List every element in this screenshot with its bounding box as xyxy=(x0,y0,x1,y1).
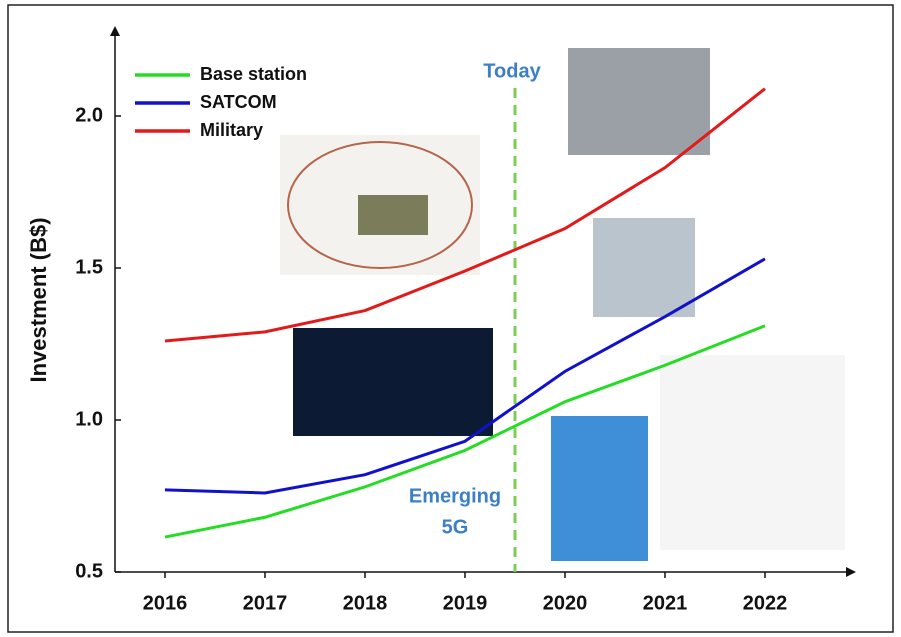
photo-dish xyxy=(593,218,695,317)
emerging-label: Emerging xyxy=(409,485,501,507)
photo-tower xyxy=(551,416,648,561)
y-tick-label: 2.0 xyxy=(75,104,103,126)
today-label: Today xyxy=(483,60,541,82)
photo-5g xyxy=(660,355,845,550)
series-line xyxy=(164,324,766,539)
x-tick-label: 2016 xyxy=(143,592,188,614)
x-tick-label: 2021 xyxy=(643,592,688,614)
legend-label: Base station xyxy=(200,64,307,84)
emerging-label: 5G xyxy=(442,516,469,538)
x-tick-label: 2022 xyxy=(743,592,788,614)
x-tick-label: 2020 xyxy=(543,592,588,614)
photo-jet xyxy=(568,48,710,155)
legend-label: SATCOM xyxy=(200,92,277,112)
y-tick-label: 0.5 xyxy=(75,560,103,582)
x-tick-label: 2019 xyxy=(443,592,488,614)
photos xyxy=(280,48,845,561)
y-axis-label: Investment (B$) xyxy=(26,217,51,382)
photo-ellipse xyxy=(287,141,473,269)
x-axis-arrow xyxy=(846,567,856,577)
photo-space xyxy=(293,328,493,436)
photo-truck xyxy=(358,195,428,235)
y-axis-arrow xyxy=(110,26,120,36)
x-tick-label: 2018 xyxy=(343,592,388,614)
y-tick-label: 1.0 xyxy=(75,408,103,430)
y-tick-label: 1.5 xyxy=(75,256,103,278)
legend-label: Military xyxy=(200,120,263,140)
x-tick-label: 2017 xyxy=(243,592,288,614)
series-line xyxy=(164,257,766,495)
series-line xyxy=(164,87,766,343)
